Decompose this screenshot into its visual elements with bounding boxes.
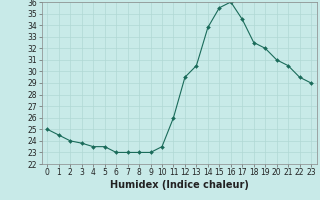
X-axis label: Humidex (Indice chaleur): Humidex (Indice chaleur)	[110, 180, 249, 190]
